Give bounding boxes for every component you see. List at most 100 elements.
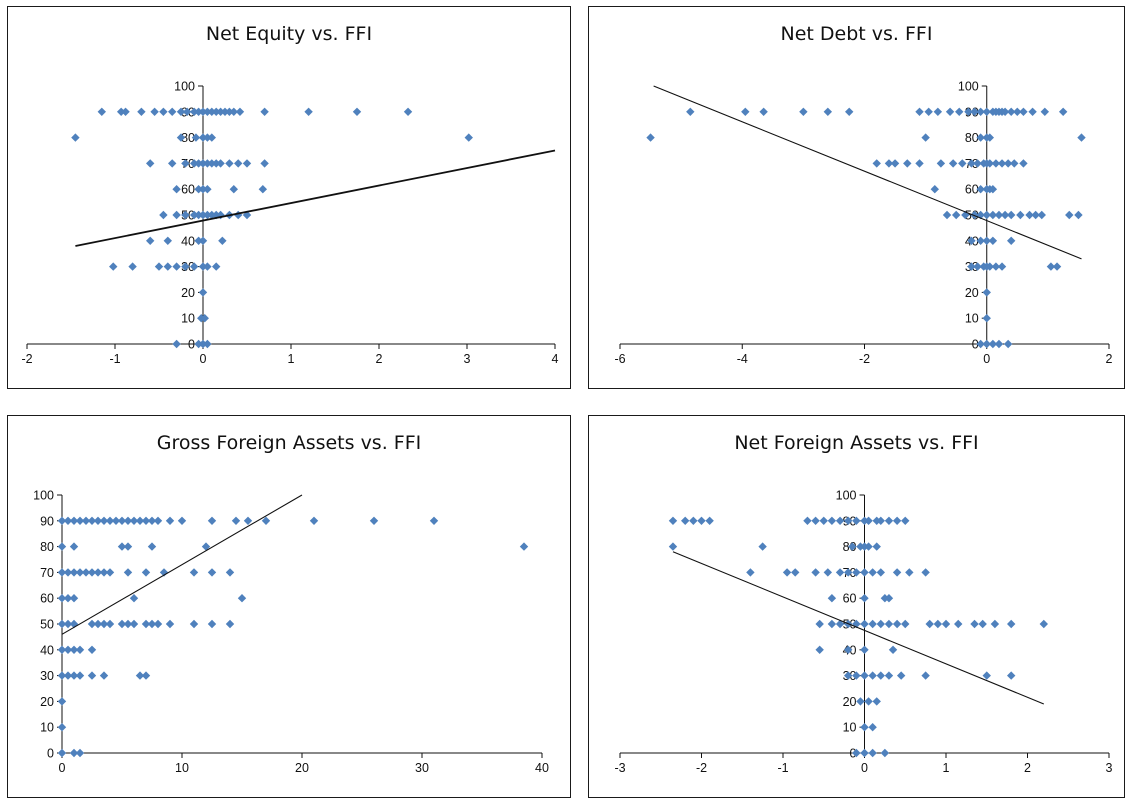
data-point xyxy=(203,159,212,168)
data-point xyxy=(686,107,695,116)
data-point xyxy=(967,236,976,245)
data-point xyxy=(176,107,186,116)
data-point xyxy=(207,516,217,525)
data-point xyxy=(172,262,181,271)
data-point xyxy=(242,210,252,220)
data-point xyxy=(198,107,208,116)
data-point xyxy=(190,159,199,168)
data-point xyxy=(109,262,118,271)
data-point xyxy=(1000,210,1010,220)
data-point xyxy=(799,107,808,116)
data-point xyxy=(212,107,221,116)
data-point xyxy=(1065,210,1074,220)
y-tick-label: 60 xyxy=(843,592,857,606)
data-point xyxy=(207,159,216,168)
x-tick-label: 3 xyxy=(1106,761,1113,775)
data-point xyxy=(982,236,991,245)
x-tick-label: 0 xyxy=(200,352,207,366)
data-point xyxy=(309,516,319,525)
data-point xyxy=(172,339,181,349)
data-point xyxy=(681,516,690,525)
data-point xyxy=(759,107,768,116)
data-point xyxy=(948,159,958,168)
data-point xyxy=(689,516,698,525)
data-point xyxy=(198,185,208,194)
data-point xyxy=(860,619,869,629)
data-point xyxy=(181,262,190,271)
data-point xyxy=(128,262,137,271)
scatter-plot: -3-2-101230102030405060708090100 xyxy=(614,489,1113,776)
data-point xyxy=(181,210,190,220)
data-point xyxy=(954,619,963,629)
y-tick-label: 0 xyxy=(188,338,195,352)
data-point xyxy=(198,210,208,220)
chart-title: Net Equity vs. FFI xyxy=(205,23,373,45)
data-point xyxy=(229,185,238,194)
data-point xyxy=(99,619,109,629)
x-tick-label: 1 xyxy=(943,761,950,775)
x-tick-label: 0 xyxy=(861,761,868,775)
data-point xyxy=(868,723,877,732)
x-tick-label: -3 xyxy=(614,761,625,775)
y-tick-label: 20 xyxy=(181,286,195,300)
data-point xyxy=(198,159,208,168)
chart-title: Net Foreign Assets vs. FFI xyxy=(734,432,979,454)
data-point xyxy=(741,107,750,116)
x-tick-label: 40 xyxy=(535,761,549,775)
data-point xyxy=(176,133,186,142)
data-point xyxy=(872,542,881,551)
data-point xyxy=(123,568,133,577)
data-point xyxy=(231,516,241,525)
data-point xyxy=(982,210,991,220)
y-tick-label: 80 xyxy=(181,131,195,145)
y-tick-label: 100 xyxy=(958,80,979,94)
data-point xyxy=(921,568,930,577)
data-point xyxy=(951,210,961,220)
data-point xyxy=(189,619,199,629)
data-point xyxy=(1039,619,1048,629)
data-point xyxy=(203,185,212,194)
data-point xyxy=(153,516,163,525)
data-point xyxy=(168,159,177,168)
data-point xyxy=(1040,107,1050,116)
data-point xyxy=(1007,619,1016,629)
data-point xyxy=(117,619,127,629)
data-point xyxy=(519,542,529,551)
data-point xyxy=(896,671,906,680)
data-point xyxy=(985,159,995,168)
scatter-plot: 0 10 20 30 40 0 10 20 30 40 50 60 70 80 90 100 xyxy=(33,489,549,776)
data-point xyxy=(1013,107,1022,116)
data-point xyxy=(182,107,192,116)
data-point xyxy=(967,159,976,168)
data-point xyxy=(994,339,1004,349)
data-point xyxy=(852,748,861,758)
data-point xyxy=(198,288,208,297)
data-point xyxy=(1028,107,1037,116)
data-point xyxy=(225,107,234,116)
data-point xyxy=(955,107,964,116)
data-point xyxy=(1016,210,1025,220)
data-point xyxy=(190,107,199,116)
data-point xyxy=(207,107,216,116)
data-point xyxy=(1046,262,1056,271)
data-point xyxy=(988,210,998,220)
data-point xyxy=(868,671,877,680)
data-point xyxy=(884,516,894,525)
chart-title: Gross Foreign Assets vs. FFI xyxy=(156,432,422,454)
y-tick-label: 20 xyxy=(40,695,54,709)
data-point xyxy=(1037,210,1046,220)
data-point xyxy=(168,107,177,116)
data-point xyxy=(258,185,268,194)
data-point xyxy=(165,619,175,629)
data-point xyxy=(892,568,902,577)
data-point xyxy=(876,671,885,680)
data-point xyxy=(87,671,97,680)
data-point xyxy=(207,568,217,577)
y-tick-label: 10 xyxy=(965,312,979,326)
data-point xyxy=(207,619,217,629)
data-point xyxy=(190,262,199,271)
data-point xyxy=(190,210,199,220)
data-point xyxy=(1019,107,1028,116)
data-point xyxy=(827,516,837,525)
chart-panel-net-foreign-assets: Net Foreign Assets vs. FFI -3-2-10123010… xyxy=(588,415,1125,798)
